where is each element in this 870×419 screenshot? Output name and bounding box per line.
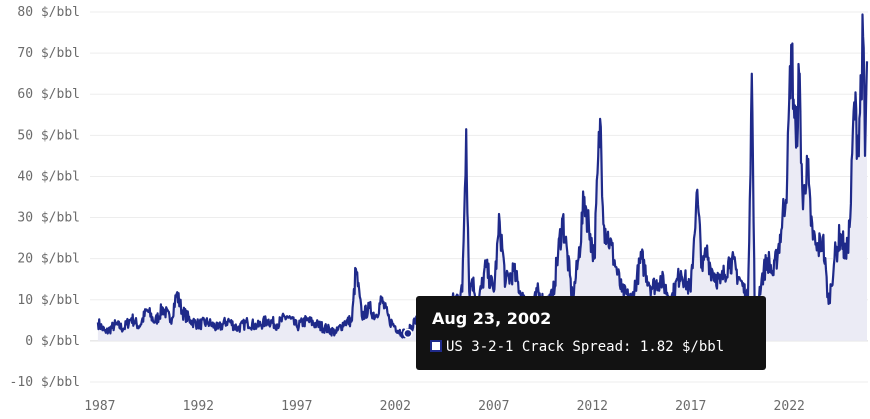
y-axis: 80 $/bbl 70 $/bbl 60 $/bbl 50 $/bbl 40 $/bbl… [10,5,80,390]
x-tick-label: 2012 [577,399,608,414]
tooltip: Aug 23, 2002 US 3-2-1 Crack Spread: 1.82… [416,296,766,370]
x-tick-label: 2017 [675,399,706,414]
y-tick-label: 10 $/bbl [17,293,80,308]
x-tick-label: 2022 [774,399,805,414]
x-tick-label: 1987 [84,399,115,414]
x-tick-label: 1992 [183,399,214,414]
y-tick-label: 20 $/bbl [17,252,80,267]
x-axis: 1987 1992 1997 2002 2007 2012 2017 2022 [84,399,805,414]
y-tick-label: 0 $/bbl [25,334,80,349]
y-tick-label: 50 $/bbl [17,128,80,143]
series-area [97,14,867,341]
y-tick-label: 30 $/bbl [17,211,80,226]
tooltip-row: US 3-2-1 Crack Spread: 1.82 $/bbl [430,339,724,355]
tooltip-value: US 3-2-1 Crack Spread: 1.82 $/bbl [446,339,725,355]
y-tick-label: 70 $/bbl [17,46,80,61]
x-tick-label: 2007 [478,399,509,414]
hover-marker [403,328,413,339]
series-line [96,13,869,339]
y-tick-label: 40 $/bbl [17,169,80,184]
y-tick-label: 80 $/bbl [17,5,80,20]
series-swatch-icon [430,340,442,352]
x-tick-label: 2002 [380,399,411,414]
tooltip-date: Aug 23, 2002 [432,309,552,328]
y-tick-label: -10 $/bbl [10,375,80,390]
x-tick-label: 1997 [281,399,312,414]
y-tick-label: 60 $/bbl [17,87,80,102]
